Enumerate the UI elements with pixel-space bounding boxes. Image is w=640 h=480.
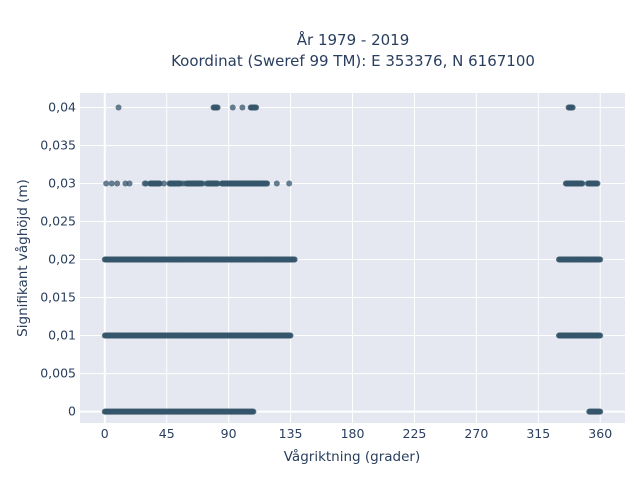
x-tick-label: 0 [101, 426, 109, 441]
data-point [173, 180, 180, 187]
data-point [569, 104, 576, 111]
data-point [207, 180, 214, 187]
chart-title: År 1979 - 2019 [297, 30, 410, 49]
y-tick-label: 0,04 [48, 99, 76, 114]
data-point [182, 180, 189, 187]
data-point [264, 180, 271, 187]
y-tick-label: 0,015 [40, 290, 76, 305]
y-tick-label: 0,025 [40, 214, 76, 229]
x-tick-label: 270 [464, 426, 488, 441]
x-axis-title: Vågriktning (grader) [284, 448, 421, 465]
data-point [250, 408, 257, 415]
data-point [126, 180, 133, 187]
data-point [597, 332, 604, 339]
data-point [122, 180, 129, 187]
x-tick-label: 180 [341, 426, 365, 441]
gridlines [80, 93, 625, 423]
y-axis-ticks: 0 0,005 0,01 0,015 0,02 0,025 0,03 0,035 0,04 [40, 99, 76, 418]
x-tick-label: 360 [588, 426, 612, 441]
data-point [156, 180, 163, 187]
y-tick-label: 0,01 [48, 328, 76, 343]
data-point [103, 180, 110, 187]
x-axis-ticks: 0 45 90 135 180 225 270 315 360 [101, 426, 612, 441]
data-point [214, 180, 221, 187]
y-tick-label: 0,005 [40, 366, 76, 381]
data-point [167, 180, 174, 187]
data-points [101, 104, 604, 415]
data-point [199, 180, 206, 187]
chart-subtitle: Koordinat (Sweref 99 TM): E 353376, N 61… [171, 52, 535, 70]
x-tick-label: 135 [279, 426, 303, 441]
y-tick-label: 0,02 [48, 252, 76, 267]
data-point [597, 256, 604, 263]
y-tick-label: 0,035 [40, 137, 76, 152]
x-tick-label: 315 [526, 426, 550, 441]
data-point [203, 180, 210, 187]
y-tick-label: 0 [68, 404, 76, 419]
data-point [579, 180, 586, 187]
data-point [214, 104, 221, 111]
data-point [108, 180, 115, 187]
data-point [229, 104, 236, 111]
data-point [286, 180, 293, 187]
x-tick-label: 225 [403, 426, 427, 441]
data-point [114, 180, 121, 187]
data-point [291, 256, 298, 263]
data-point [287, 332, 294, 339]
x-tick-label: 45 [159, 426, 175, 441]
data-point [594, 180, 601, 187]
data-point [160, 180, 167, 187]
data-point [115, 104, 122, 111]
y-tick-label: 0,03 [48, 175, 76, 190]
data-point [253, 104, 260, 111]
data-point [239, 104, 246, 111]
data-point [597, 408, 604, 415]
y-axis-title: Signifikant våghöjd (m) [14, 179, 31, 337]
data-point [273, 180, 280, 187]
x-tick-label: 90 [221, 426, 237, 441]
data-point [143, 180, 150, 187]
data-point [193, 180, 200, 187]
